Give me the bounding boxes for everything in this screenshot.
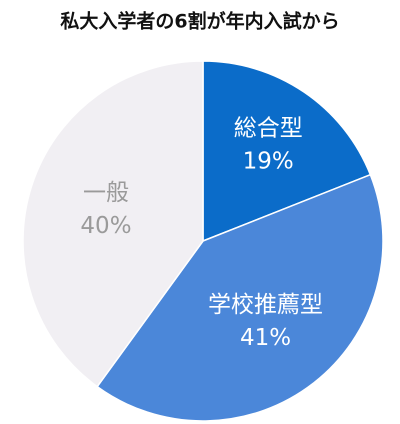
value-label: 40%	[80, 213, 131, 239]
slice-label: 一般	[83, 180, 129, 206]
pie-slice	[202, 60, 372, 243]
chart-title: 私大入学者の6割が年内入試から	[60, 10, 339, 33]
value-label: 41%	[240, 325, 291, 351]
pie-slice	[96, 173, 384, 422]
slice-label: 総合型	[234, 116, 303, 142]
slice-label: 学校推薦型	[208, 292, 323, 318]
pie-slice	[22, 60, 204, 388]
value-label: 19%	[243, 149, 294, 175]
